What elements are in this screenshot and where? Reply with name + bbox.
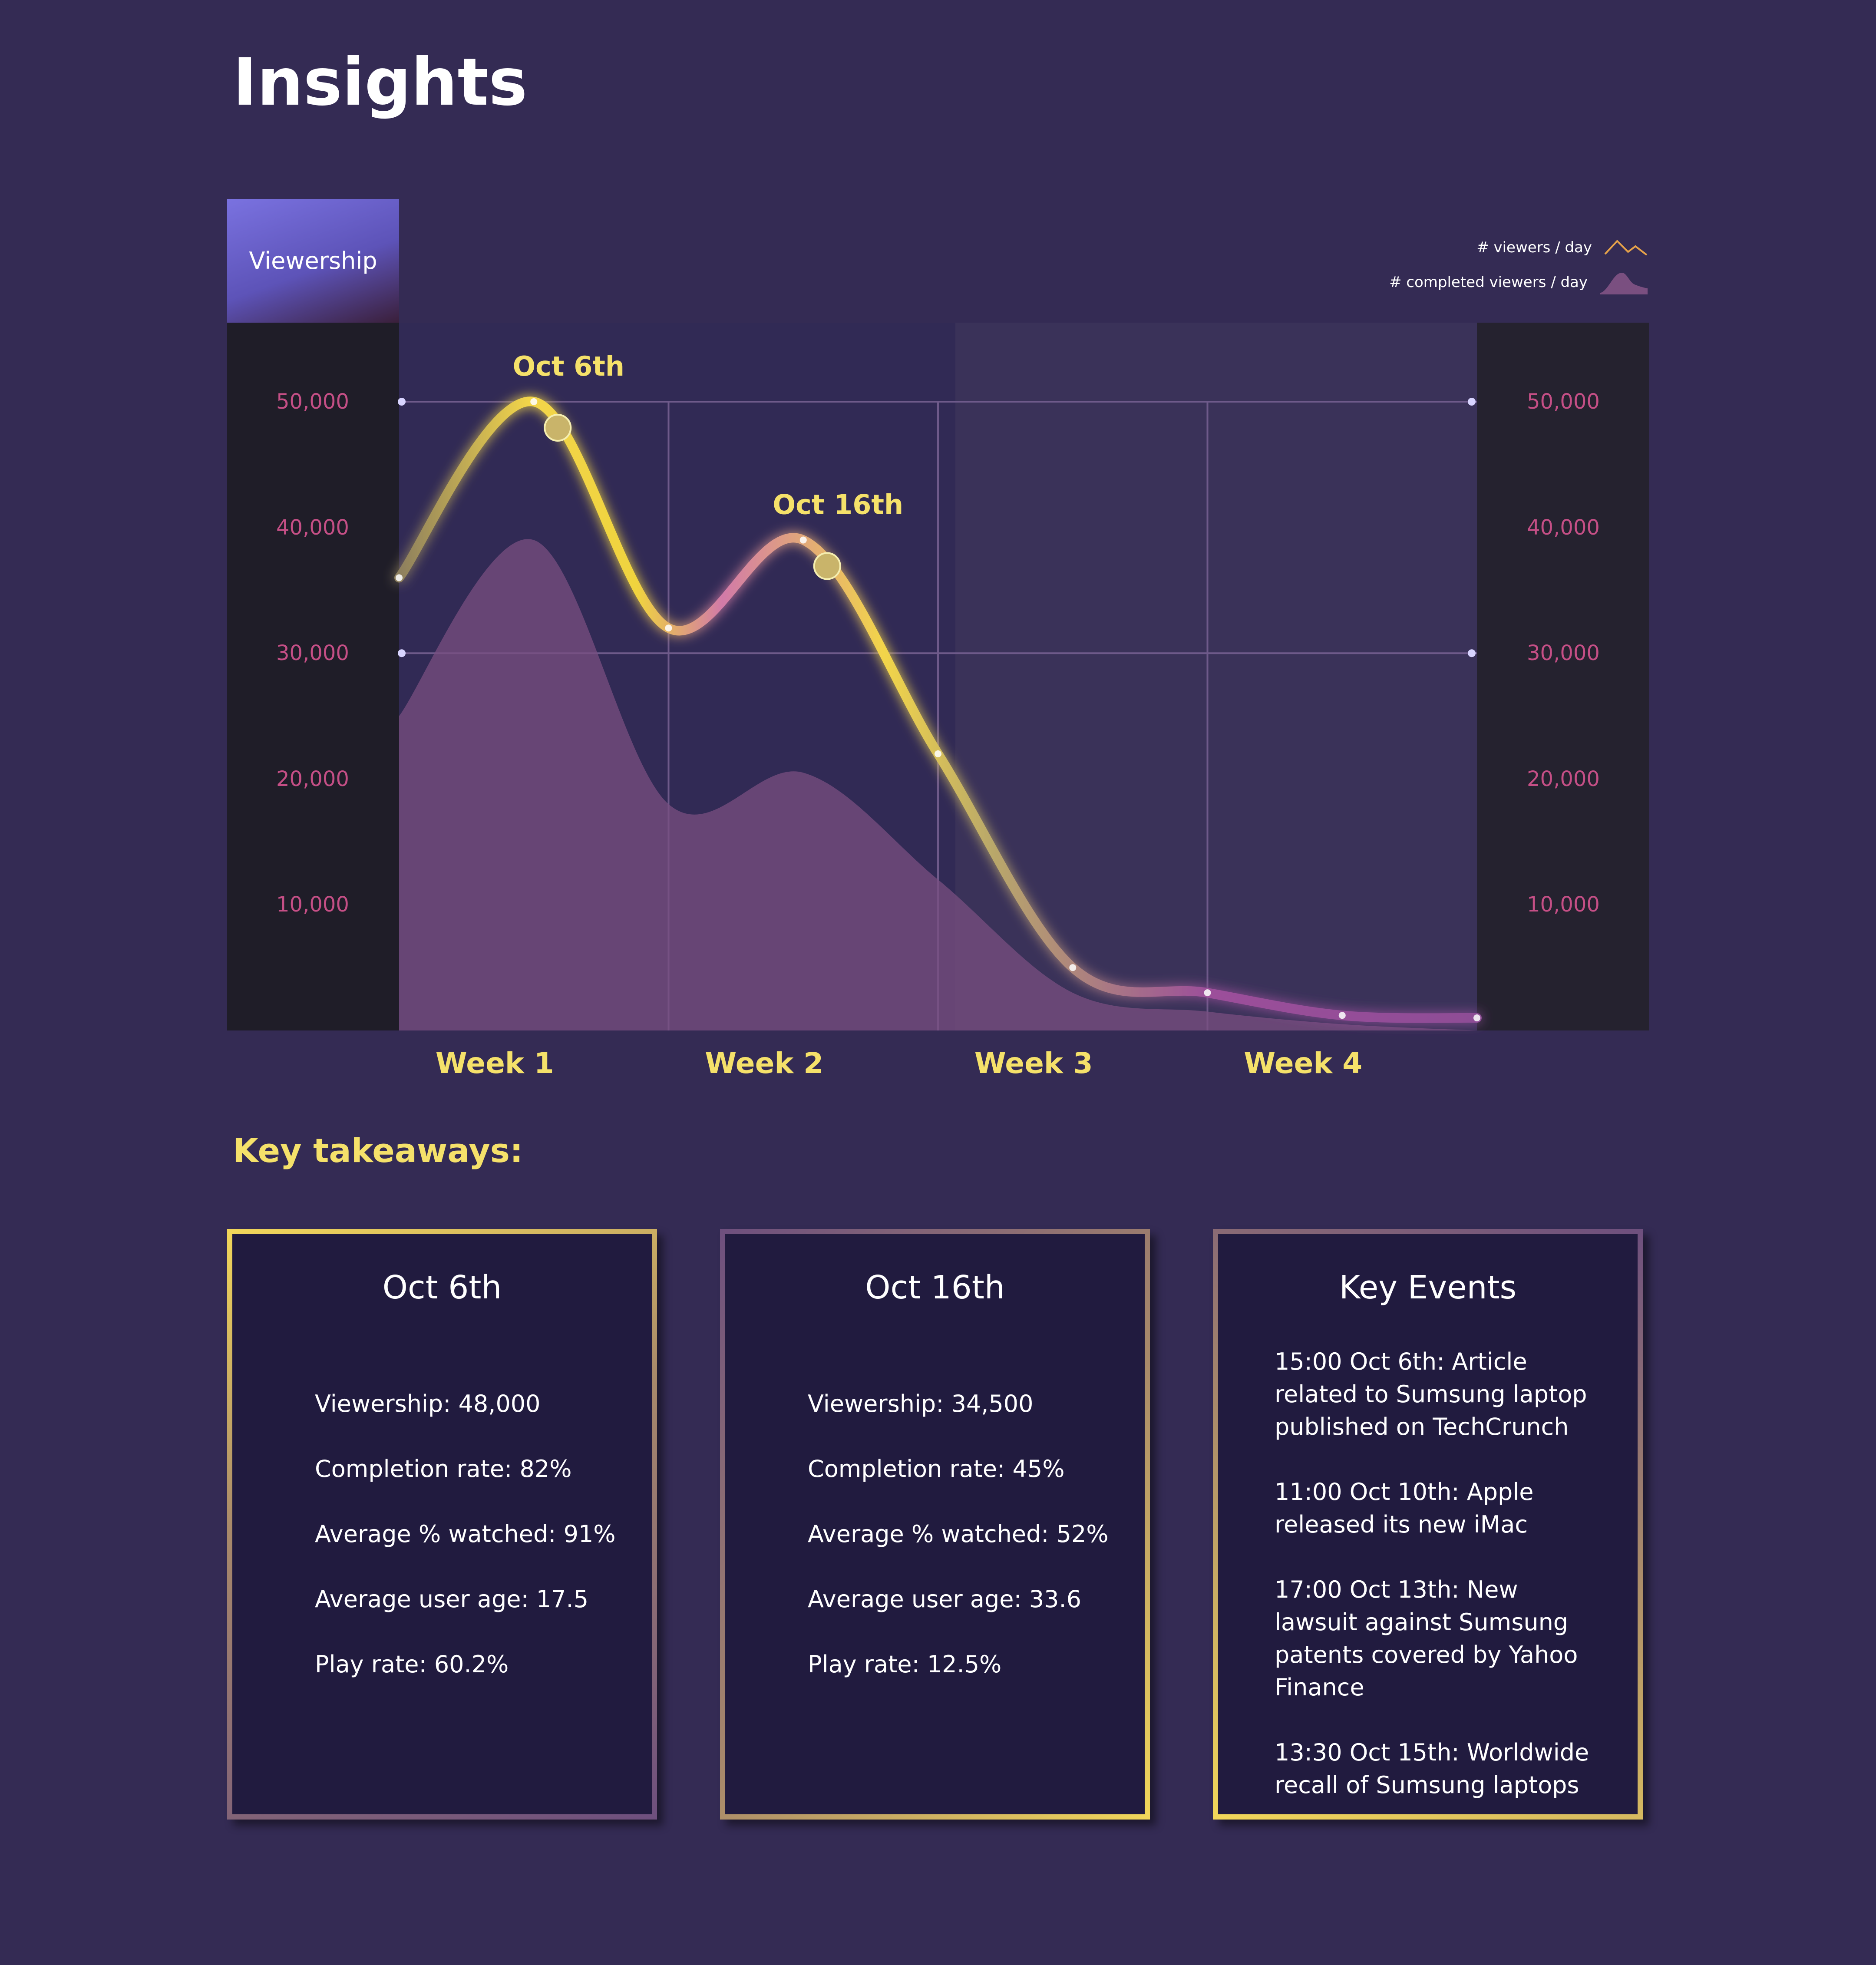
annotation-marker[interactable] — [813, 552, 841, 580]
annotation-label: Oct 6th — [512, 350, 624, 382]
x-tick-label: Week 2 — [705, 1047, 824, 1080]
card-key-events: Key Events 15:00 Oct 6th: Article relate… — [1213, 1229, 1643, 1820]
data-point — [1338, 1012, 1346, 1019]
data-point — [935, 750, 941, 757]
x-tick-label: Week 1 — [435, 1047, 554, 1080]
legend-item-viewers: # viewers / day — [1389, 230, 1648, 265]
y-tick-label: 50,000 — [1527, 390, 1600, 414]
card-oct-16th: Oct 16th Viewership: 34,500 Completion r… — [720, 1229, 1150, 1820]
events-list: 15:00 Oct 6th: Article related to Sumsun… — [1244, 1345, 1612, 1801]
x-tick-label: Week 4 — [1244, 1047, 1363, 1080]
stats-list: Viewership: 34,500 Completion rate: 45% … — [751, 1371, 1119, 1697]
list-item: Play rate: 12.5% — [808, 1651, 1002, 1678]
plot-band-right — [955, 323, 1477, 1030]
data-point — [1204, 989, 1211, 997]
y-tick-label: 20,000 — [276, 766, 349, 791]
list-item: 17:00 Oct 13th: New lawsuit against Sums… — [1275, 1576, 1578, 1701]
list-item: 15:00 Oct 6th: Article related to Sumsun… — [1275, 1348, 1587, 1440]
grid-marker — [1468, 649, 1476, 657]
viewership-chart: Oct 6th Oct 16th — [394, 323, 1482, 1030]
card-title: Oct 16th — [865, 1269, 1005, 1306]
legend-label-viewers: # viewers / day — [1476, 239, 1592, 256]
y-tick-label: 20,000 — [1527, 766, 1600, 791]
list-item: Average % watched: 52% — [808, 1520, 1109, 1548]
grid-marker — [398, 398, 406, 406]
annotation-marker[interactable] — [544, 414, 572, 442]
data-point — [1473, 1014, 1480, 1022]
y-tick-label: 30,000 — [276, 641, 349, 666]
data-point — [665, 624, 672, 632]
key-takeaways-heading: Key takeaways: — [233, 1131, 523, 1170]
chart-legend: # viewers / day # completed viewers / da… — [1389, 230, 1648, 300]
card-title: Key Events — [1339, 1269, 1517, 1306]
grid-marker — [1468, 398, 1476, 406]
card-oct-6th: Oct 6th Viewership: 48,000 Completion ra… — [227, 1229, 657, 1820]
area-series-icon — [1600, 272, 1648, 294]
page-title: Insights — [233, 45, 528, 120]
data-point — [799, 536, 807, 544]
y-tick-label: 50,000 — [276, 390, 349, 414]
list-item: Average user age: 33.6 — [808, 1585, 1082, 1613]
y-tick-label: 40,000 — [1527, 515, 1600, 540]
y-tick-label: 10,000 — [276, 892, 349, 917]
legend-label-completed: # completed viewers / day — [1389, 274, 1588, 291]
x-tick-label: Week 3 — [974, 1047, 1093, 1080]
grid-marker — [398, 649, 406, 657]
list-item: Average % watched: 91% — [315, 1520, 616, 1548]
viewership-tab[interactable]: Viewership — [227, 199, 399, 323]
list-item: Viewership: 48,000 — [315, 1390, 541, 1417]
annotation-label: Oct 16th — [773, 489, 903, 521]
list-item: Average user age: 17.5 — [315, 1585, 589, 1613]
list-item: Completion rate: 82% — [315, 1455, 572, 1483]
line-series-icon — [1604, 240, 1648, 256]
data-point — [1069, 964, 1077, 971]
viewership-tab-label: Viewership — [249, 247, 377, 274]
y-tick-label: 30,000 — [1527, 641, 1600, 666]
list-item: 13:30 Oct 15th: Worldwide recall of Sums… — [1275, 1739, 1589, 1799]
y-axis-panel-left — [227, 323, 399, 1030]
y-axis-panel-right — [1477, 323, 1649, 1030]
data-point — [396, 574, 403, 581]
list-item: Viewership: 34,500 — [808, 1390, 1034, 1417]
stats-list: Viewership: 48,000 Completion rate: 82% … — [258, 1371, 626, 1697]
list-item: Play rate: 60.2% — [315, 1651, 509, 1678]
y-tick-label: 10,000 — [1527, 892, 1600, 917]
card-title: Oct 6th — [382, 1269, 502, 1306]
list-item: 11:00 Oct 10th: Apple released its new i… — [1275, 1478, 1534, 1538]
list-item: Completion rate: 45% — [808, 1455, 1065, 1483]
y-tick-label: 40,000 — [276, 515, 349, 540]
legend-item-completed: # completed viewers / day — [1389, 265, 1648, 300]
data-point — [530, 398, 538, 405]
series-area-completed-viewers — [399, 539, 1477, 1030]
